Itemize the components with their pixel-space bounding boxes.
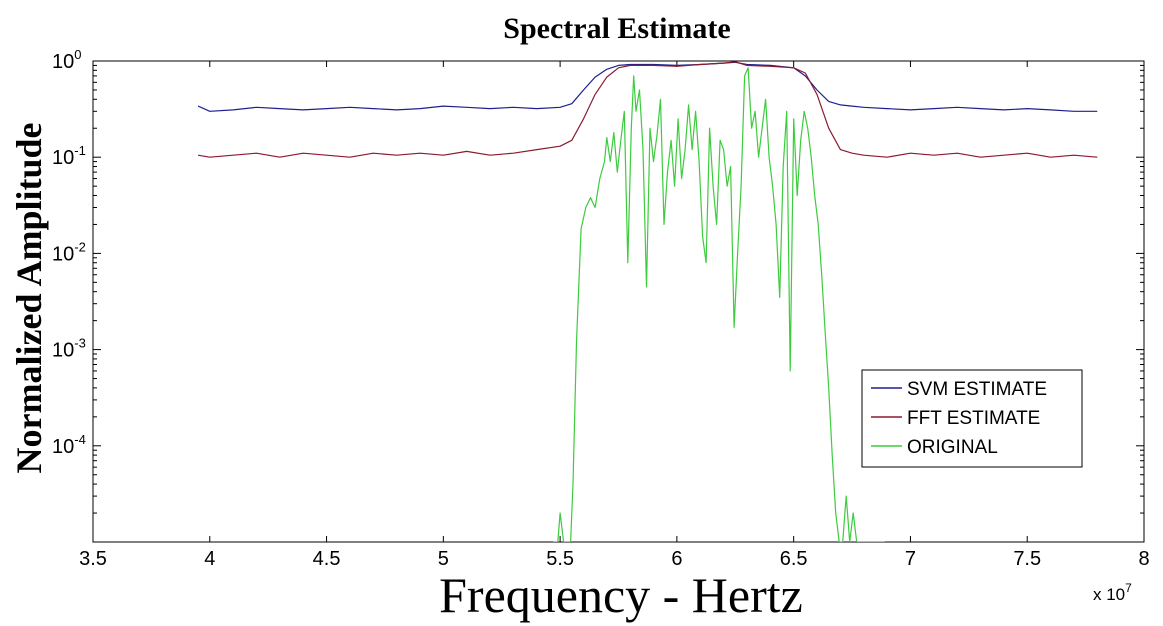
x-tick-label: 4 [204,548,215,570]
legend-label: FFT ESTIMATE [907,408,1040,429]
series-line-svm-estimate [197,61,1098,112]
x-axis-ticks: 3.5 4 4.5 5 5.5 6 6.5 7 7.5 8 [79,61,1150,570]
y-tick-base: 10 [52,340,74,362]
x-axis-label: Frequency - Hertz [439,567,803,623]
y-tick-label: 10-1 [52,143,86,169]
y-tick-exponent: -2 [74,239,86,254]
y-tick-exponent: -4 [74,432,86,447]
x-tick-label: 6 [671,548,682,570]
x-tick-label: 3.5 [79,548,107,570]
x-axis-exponent: x 107 [1093,581,1132,604]
y-tick-exponent: 0 [74,47,81,62]
x-tick-label: 5.5 [546,548,574,570]
y-tick-base: 10 [52,147,74,169]
legend: SVM ESTIMATE FFT ESTIMATE ORIGINAL [861,369,1083,468]
y-tick-label: 10-2 [52,239,86,265]
legend-box [861,369,1083,468]
x-axis-exponent-base: x 10 [1093,585,1125,604]
x-tick-label: 6.5 [780,548,808,570]
chart-title: Spectral Estimate [503,12,730,45]
plot-box [92,60,1145,543]
y-tick-label: 100 [52,47,81,73]
series-line-original [553,67,885,542]
x-tick-label: 5 [438,548,449,570]
x-tick-label: 7 [905,548,916,570]
y-tick-label: 10-3 [52,336,86,362]
x-tick-label: 7.5 [1013,548,1041,570]
y-tick-base: 10 [52,436,74,458]
legend-label: SVM ESTIMATE [907,379,1047,400]
y-axis-label: Normalized Amplitude [9,122,49,473]
x-tick-label: 8 [1138,548,1149,570]
x-axis-exponent-power: 7 [1125,581,1132,595]
y-tick-base: 10 [52,243,74,265]
series-lines [197,61,1098,542]
series-line-fft-estimate [197,61,1098,158]
plot-area [92,60,1145,543]
y-tick-exponent: -3 [74,336,86,351]
legend-label: ORIGINAL [907,437,998,458]
x-tick-label: 4.5 [313,548,341,570]
y-tick-exponent: -1 [74,143,86,158]
y-tick-label: 10-4 [52,432,86,458]
y-tick-base: 10 [52,51,74,73]
